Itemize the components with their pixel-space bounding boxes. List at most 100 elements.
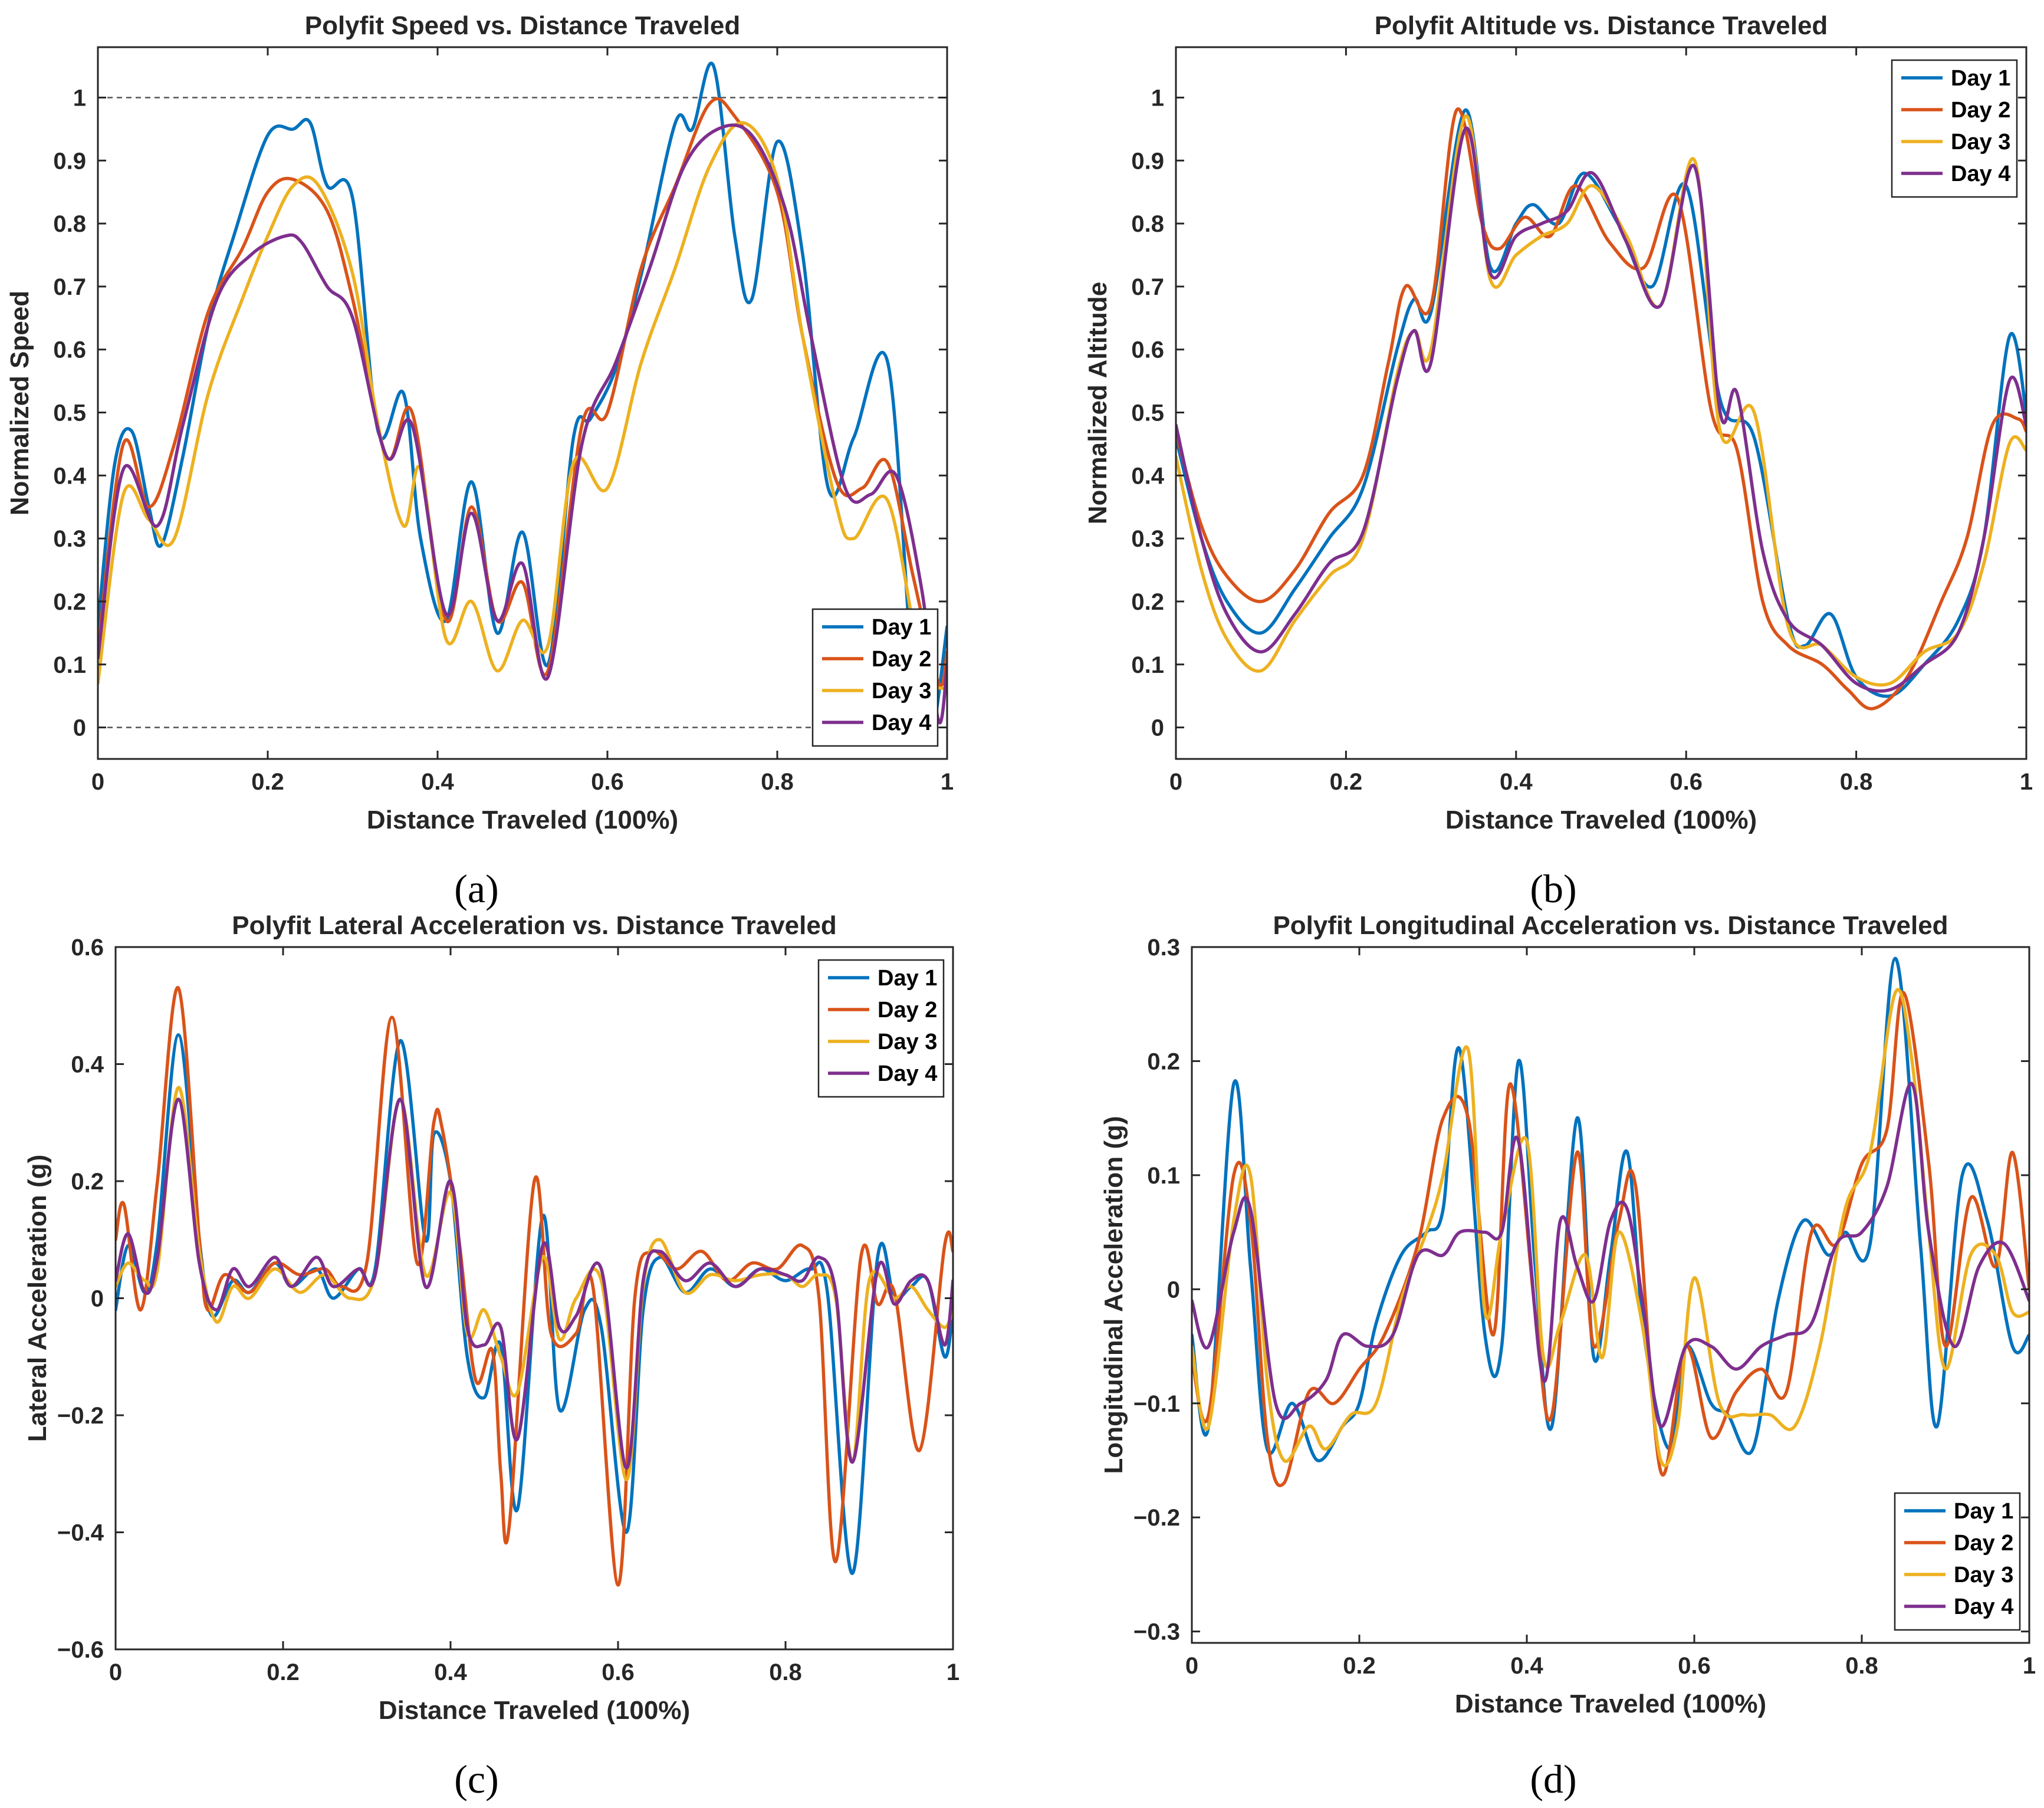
legend-label-day-1: Day 1	[872, 615, 931, 640]
legend-label-day-4: Day 4	[1954, 1595, 2013, 1619]
y-tick-label: 0.8	[53, 211, 86, 237]
legend-label-day-4: Day 4	[872, 711, 931, 735]
x-tick-label: 1	[2023, 1653, 2036, 1679]
legend-label-day-3: Day 3	[1954, 1563, 2013, 1587]
x-tick-label: 0.8	[761, 769, 794, 795]
x-tick-label: 0.4	[1500, 769, 1533, 795]
y-tick-label: 1	[1151, 85, 1164, 111]
y-tick-label: −0.4	[57, 1520, 104, 1546]
x-axis-label: Distance Traveled (100%)	[367, 806, 678, 834]
y-tick-label: 0.1	[1131, 652, 1164, 678]
y-tick-label: 0.7	[1131, 274, 1164, 300]
y-tick-label: 0.3	[1131, 526, 1164, 552]
legend-label-day-3: Day 3	[878, 1030, 937, 1054]
x-tick-label: 0.6	[1670, 769, 1703, 795]
y-tick-label: 0.4	[53, 463, 86, 489]
y-tick-label: 0.1	[1147, 1163, 1180, 1189]
y-tick-label: 0.1	[53, 652, 86, 678]
legend-label-day-1: Day 1	[1954, 1499, 2013, 1524]
chart-panel-c: 0 0.2 0.4 0.6 0.8 1 −0.6 −0.4 −0.2 0 0.2 0.4 0.6 Poly…	[23, 911, 959, 1802]
y-tick-label: −0.1	[1133, 1391, 1180, 1417]
panel-label: (a)	[454, 866, 498, 911]
plot-area	[98, 47, 947, 759]
series-line-day-4	[1176, 126, 2026, 693]
series-line-day-2	[116, 986, 953, 1587]
axes-box	[1175, 46, 2027, 760]
series-line-day-1	[116, 1033, 953, 1575]
series-line-day-2	[1176, 107, 2026, 711]
x-tick-label: 0.6	[602, 1659, 635, 1685]
x-tick-label: 0.8	[1845, 1653, 1878, 1679]
x-tick-label: 0.8	[1840, 769, 1873, 795]
x-tick-label: 0	[1185, 1653, 1198, 1679]
legend-label-day-4: Day 4	[878, 1061, 937, 1086]
series-line-day-3	[1176, 114, 2026, 687]
x-axis-label: Distance Traveled (100%)	[1445, 806, 1757, 834]
legend: Day 1 Day 2 Day 3 Day 4	[1891, 59, 2018, 198]
chart-panel-b: 0 0.2 0.4 0.6 0.8 1 0 0.1 0.2 0.3 0.4 0.5 0.6 0.7 0.8 0…	[1083, 11, 2033, 911]
y-tick-label: 0.6	[71, 935, 104, 961]
legend-label-day-3: Day 3	[1951, 130, 2010, 154]
y-tick-label: 0	[1151, 715, 1164, 741]
x-tick-label: 0.4	[421, 769, 454, 795]
y-tick-label: −0.3	[1133, 1619, 1180, 1645]
chart-title: Polyfit Speed vs. Distance Traveled	[305, 11, 741, 40]
y-tick-label: 0	[91, 1286, 104, 1312]
x-tick-label: 0.4	[434, 1659, 467, 1685]
series-line-day-1	[1192, 956, 2029, 1462]
x-tick-label: 0.4	[1510, 1653, 1543, 1679]
y-tick-label: 0.9	[53, 148, 86, 174]
legend-label-day-1: Day 1	[878, 966, 937, 991]
y-tick-label: 0.2	[53, 589, 86, 615]
legend-label-day-2: Day 2	[1954, 1531, 2013, 1556]
series-line-day-4	[116, 1097, 953, 1470]
y-axis-label: Normalized Speed	[5, 291, 34, 515]
series-line-day-3	[1192, 988, 2029, 1468]
legend-label-day-2: Day 2	[872, 647, 931, 672]
y-tick-label: 0.4	[1131, 463, 1164, 489]
y-tick-label: 0.2	[71, 1169, 104, 1195]
y-axis-label: Normalized Altitude	[1083, 282, 1112, 525]
y-tick-label: 1	[73, 85, 86, 111]
x-tick-label: 0.8	[769, 1659, 802, 1685]
x-tick-label: 1	[2020, 769, 2033, 795]
x-tick-label: 1	[941, 769, 954, 795]
legend-label-day-4: Day 4	[1951, 162, 2010, 186]
axes-box	[97, 46, 948, 760]
y-tick-label: 0	[1167, 1277, 1180, 1303]
x-tick-label: 0.2	[1343, 1653, 1376, 1679]
plot-area	[1176, 47, 2026, 759]
x-axis-label: Distance Traveled (100%)	[1455, 1689, 1766, 1718]
y-tick-label: 0.6	[53, 337, 86, 363]
panel-label: (b)	[1530, 866, 1576, 911]
legend: Day 1 Day 2 Day 3 Day 4	[811, 608, 939, 747]
y-tick-label: 0.2	[1147, 1048, 1180, 1074]
y-tick-label: 0.6	[1131, 337, 1164, 363]
y-axis-label: Longitudinal Acceleration (g)	[1099, 1116, 1128, 1474]
legend-label-day-2: Day 2	[1951, 98, 2010, 123]
y-tick-label: 0.4	[71, 1052, 104, 1078]
x-tick-label: 0	[1169, 769, 1182, 795]
y-tick-label: −0.6	[57, 1637, 104, 1663]
y-tick-label: 0.5	[53, 400, 86, 426]
legend-label-day-1: Day 1	[1951, 66, 2010, 91]
x-axis-label: Distance Traveled (100%)	[379, 1696, 690, 1725]
x-tick-label: 1	[947, 1659, 959, 1685]
panel-label: (d)	[1530, 1757, 1576, 1802]
panel-label: (c)	[454, 1757, 498, 1802]
x-tick-label: 0.2	[267, 1659, 300, 1685]
x-tick-label: 0.6	[591, 769, 624, 795]
y-tick-label: −0.2	[57, 1403, 104, 1429]
series-line-day-4	[98, 123, 947, 725]
legend: Day 1 Day 2 Day 3 Day 4	[1894, 1492, 2021, 1631]
chart-title: Polyfit Lateral Acceleration vs. Distanc…	[232, 911, 836, 940]
legend-label-day-3: Day 3	[872, 679, 931, 704]
legend-label-day-2: Day 2	[878, 998, 937, 1023]
chart-title: Polyfit Longitudinal Acceleration vs. Di…	[1273, 911, 1948, 940]
x-tick-label: 0.6	[1678, 1653, 1711, 1679]
chart-title: Polyfit Altitude vs. Distance Traveled	[1375, 11, 1828, 40]
y-tick-label: 0.9	[1131, 148, 1164, 174]
y-axis-label: Lateral Acceleration (g)	[23, 1155, 52, 1442]
series-line-day-3	[98, 121, 947, 692]
